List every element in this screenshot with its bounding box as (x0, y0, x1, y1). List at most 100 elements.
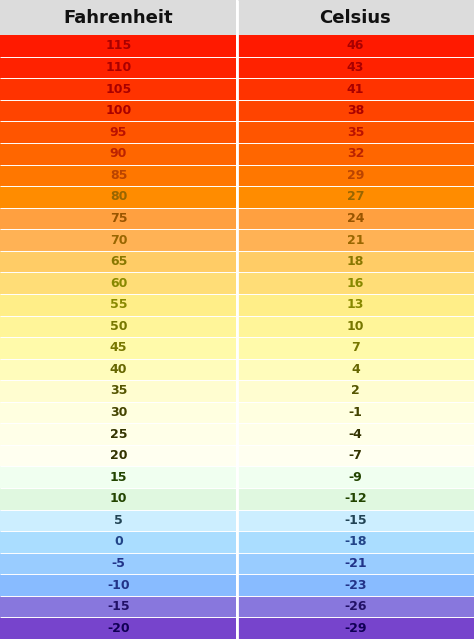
Text: 38: 38 (347, 104, 364, 117)
Bar (238, 445, 474, 466)
Bar (0, 165, 236, 186)
Text: 13: 13 (347, 298, 364, 311)
Bar (238, 272, 474, 294)
Bar (0, 488, 236, 510)
Text: -1: -1 (348, 406, 363, 419)
Bar (238, 617, 474, 639)
Text: 41: 41 (347, 82, 364, 96)
Bar (0, 466, 236, 488)
Text: -21: -21 (344, 557, 367, 570)
Bar (238, 358, 474, 380)
Text: 10: 10 (347, 320, 364, 333)
Bar (238, 488, 474, 510)
Text: Fahrenheit: Fahrenheit (64, 8, 173, 27)
Bar (0, 423, 236, 445)
Text: -15: -15 (107, 600, 130, 613)
Text: -26: -26 (344, 600, 367, 613)
Bar (238, 35, 474, 57)
Bar (0, 531, 236, 553)
Bar (238, 143, 474, 165)
Bar (238, 229, 474, 251)
Text: 105: 105 (105, 82, 132, 96)
Bar (0, 617, 236, 639)
Bar (238, 316, 474, 337)
Text: 2: 2 (351, 385, 360, 397)
Bar (238, 531, 474, 553)
Bar (0, 35, 236, 57)
Bar (0, 100, 236, 121)
Text: 30: 30 (110, 406, 127, 419)
Text: 24: 24 (347, 212, 364, 225)
Bar (0, 358, 236, 380)
Text: -23: -23 (344, 578, 367, 592)
Bar (0, 574, 236, 596)
Bar (0, 402, 236, 423)
Bar (0, 445, 236, 466)
Text: -20: -20 (107, 622, 130, 635)
Bar (0, 143, 236, 165)
Text: -10: -10 (107, 578, 130, 592)
Bar (238, 165, 474, 186)
Bar (0, 553, 236, 574)
Text: -4: -4 (348, 427, 363, 441)
Text: 90: 90 (110, 147, 127, 160)
Bar (0, 0, 236, 35)
Text: 16: 16 (347, 277, 364, 289)
Text: 4: 4 (351, 363, 360, 376)
Bar (0, 79, 236, 100)
Bar (0, 57, 236, 79)
Bar (0, 121, 236, 143)
Text: 32: 32 (347, 147, 364, 160)
Bar (0, 251, 236, 272)
Bar (238, 251, 474, 272)
Text: 85: 85 (110, 169, 127, 182)
Bar (0, 229, 236, 251)
Bar (238, 186, 474, 208)
Bar (238, 596, 474, 617)
Bar (238, 57, 474, 79)
Bar (238, 0, 474, 35)
Text: 15: 15 (110, 471, 127, 484)
Bar (238, 553, 474, 574)
Text: -15: -15 (344, 514, 367, 527)
Text: 7: 7 (351, 341, 360, 355)
Text: 18: 18 (347, 255, 364, 268)
Text: 0: 0 (114, 535, 123, 548)
Text: 27: 27 (347, 190, 364, 203)
Bar (238, 79, 474, 100)
Bar (0, 208, 236, 229)
Bar (238, 402, 474, 423)
Text: 35: 35 (347, 126, 364, 139)
Text: 50: 50 (110, 320, 127, 333)
Bar (238, 294, 474, 316)
Bar (238, 509, 474, 531)
Bar (238, 121, 474, 143)
Text: 65: 65 (110, 255, 127, 268)
Bar (0, 294, 236, 316)
Text: 20: 20 (110, 449, 127, 462)
Text: 70: 70 (110, 233, 127, 247)
Text: 95: 95 (110, 126, 127, 139)
Text: -9: -9 (348, 471, 363, 484)
Text: 100: 100 (105, 104, 132, 117)
Text: 40: 40 (110, 363, 127, 376)
Bar (0, 337, 236, 358)
Text: 46: 46 (347, 40, 364, 52)
Text: -29: -29 (344, 622, 367, 635)
Bar (238, 466, 474, 488)
Bar (238, 100, 474, 121)
Text: 75: 75 (110, 212, 127, 225)
Text: 35: 35 (110, 385, 127, 397)
Text: 25: 25 (110, 427, 127, 441)
Text: 115: 115 (105, 40, 132, 52)
Text: Celsius: Celsius (319, 8, 392, 27)
Text: -12: -12 (344, 492, 367, 505)
Text: 60: 60 (110, 277, 127, 289)
Text: 10: 10 (110, 492, 127, 505)
Bar (0, 186, 236, 208)
Text: -18: -18 (344, 535, 367, 548)
Text: 45: 45 (110, 341, 127, 355)
Bar (0, 316, 236, 337)
Bar (238, 337, 474, 358)
Text: 55: 55 (110, 298, 127, 311)
